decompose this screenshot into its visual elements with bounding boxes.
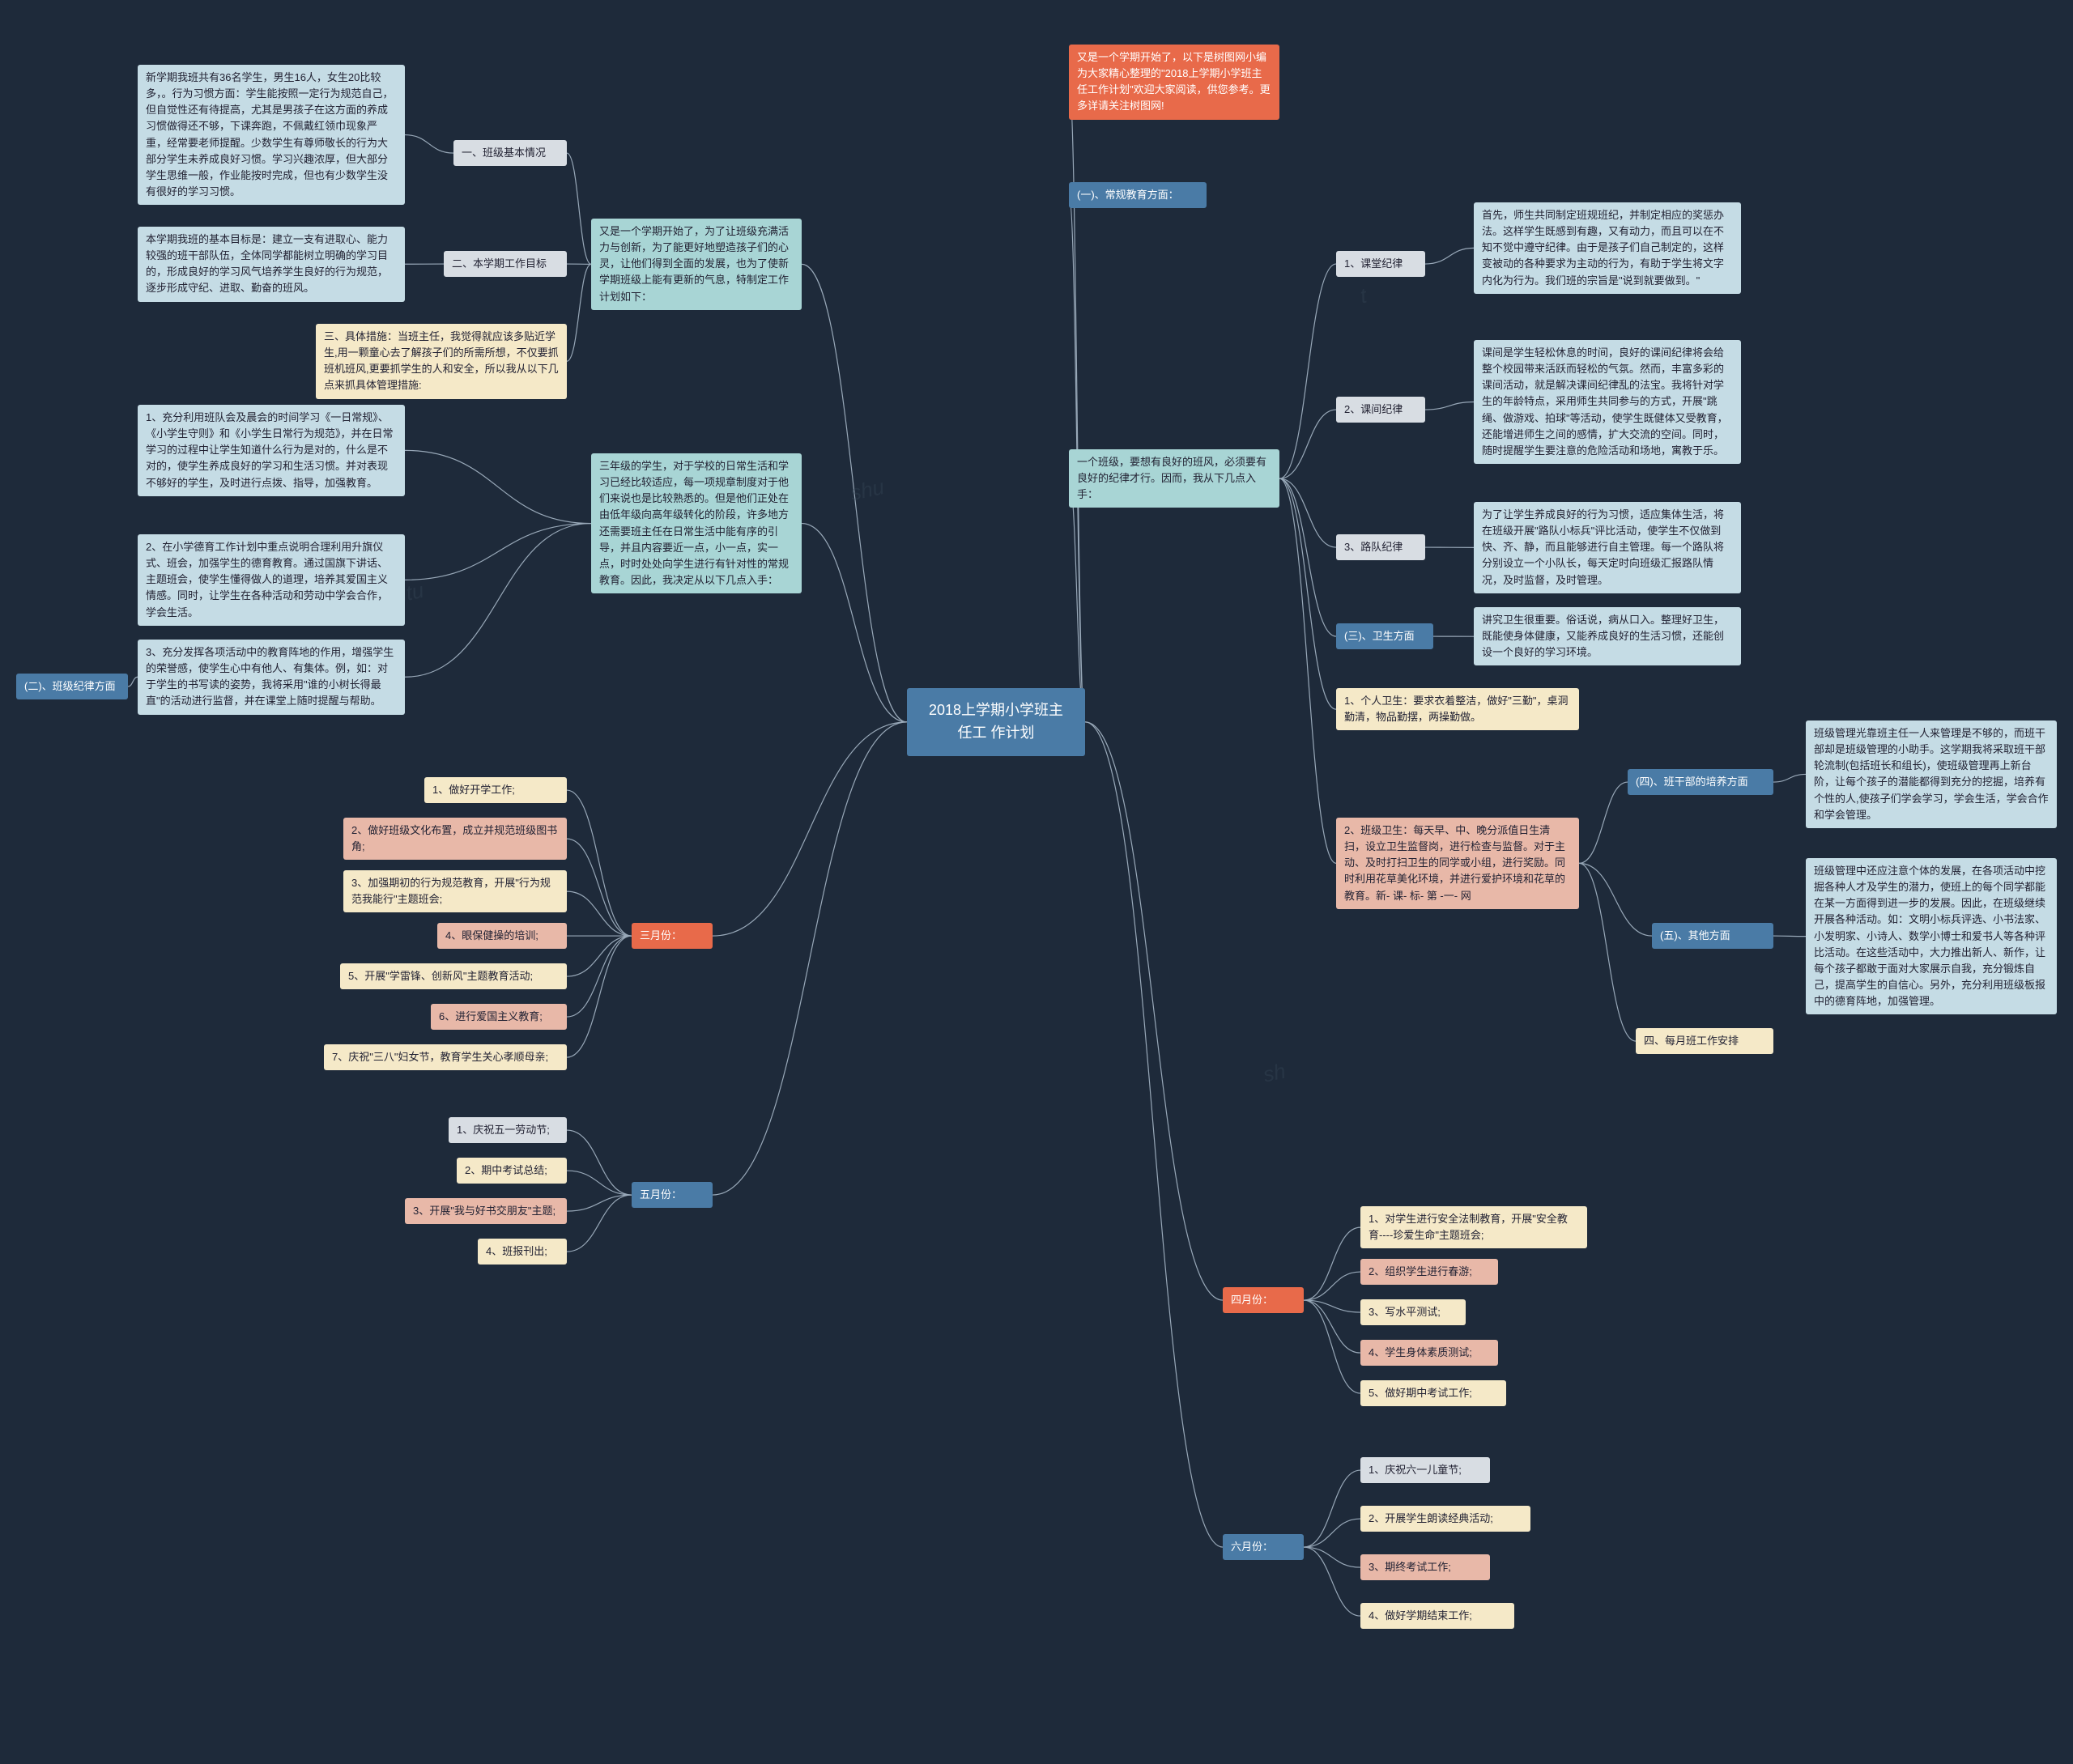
s3: 三、具体措施：当班主任，我觉得就应该多贴近学生,用一颗童心去了解孩子们的所需所想… (316, 324, 567, 399)
g3a-item: 3、充分发挥各项活动中的教育阵地的作用，增强学生的荣誉感，使学生心中有他人、有集… (138, 640, 405, 715)
rD-title: (四)、班干部的培养方面 (1628, 769, 1773, 795)
banner: 又是一个学期开始了，以下是树图网小编为大家精心整理的"2018上学期小学班主任工… (1069, 45, 1279, 120)
may-item: 4、班报刊出; (478, 1239, 567, 1265)
g3a: 三年级的学生，对于学校的日常生活和学习已经比较适应，每一项规章制度对于他们来说也… (591, 453, 802, 593)
mar-item: 6、进行爱国主义教育; (431, 1004, 567, 1030)
rB-item-label: 1、课堂纪律 (1336, 251, 1425, 277)
jun-item: 2、开展学生朗读经典活动; (1360, 1506, 1530, 1532)
rB-title: 一个班级，要想有良好的班风，必须要有良好的纪律才行。因而，我从下几点入手： (1069, 449, 1279, 508)
jun-item: 1、庆祝六一儿童节; (1360, 1457, 1490, 1483)
rA: (一)、常规教育方面： (1069, 182, 1207, 208)
apr-item: 5、做好期中考试工作; (1360, 1380, 1506, 1406)
may-item: 3、开展"我与好书交朋友"主题; (405, 1198, 567, 1224)
rE-body: 班级管理中还应注意个体的发展，在各项活动中挖掘各种人才及学生的潜力，使班上的每个… (1806, 858, 2057, 1014)
apr-title: 四月份： (1223, 1287, 1304, 1313)
apr-item: 1、对学生进行安全法制教育，开展"安全教育----珍爱生命"主题班会; (1360, 1206, 1587, 1248)
jun-item: 4、做好学期结束工作; (1360, 1603, 1514, 1629)
may-item: 2、期中考试总结; (457, 1158, 567, 1184)
wm3: sh (1261, 1058, 1288, 1087)
rB-item-label: 3、路队纪律 (1336, 534, 1425, 560)
rC-title: (三)、卫生方面 (1336, 623, 1433, 649)
g3a-item: 1、充分利用班队会及晨会的时间学习《一日常规》、《小学生守则》和《小学生日常行为… (138, 405, 405, 496)
s2-body: 本学期我班的基本目标是：建立一支有进取心、能力较强的班干部队伍，全体同学都能树立… (138, 227, 405, 302)
mar-item: 7、庆祝"三八"妇女节，教育学生关心孝顺母亲; (324, 1044, 567, 1070)
wm2: shu (848, 474, 886, 506)
s1-body: 新学期我班共有36名学生，男生16人，女生20比较多，。行为习惯方面：学生能按照… (138, 65, 405, 205)
mar-title: 三月份： (632, 923, 713, 949)
rD-body: 班级管理光靠班主任一人来管理是不够的，而班干部却是班级管理的小助手。这学期我将采… (1806, 720, 2057, 828)
mar-item: 3、加强期初的行为规范教育，开展"行为规范我能行"主题班会; (343, 870, 567, 912)
s1-title: 一、班级基本情况 (453, 140, 567, 166)
rB-item-body: 首先，师生共同制定班规班纪，并制定相应的奖惩办法。这样学生既感到有趣，又有动力，… (1474, 202, 1741, 294)
rB-item-body: 为了让学生养成良好的行为习惯，适应集体生活，将在班级开展"路队小标兵"评比活动，… (1474, 502, 1741, 593)
rC-item: 1、个人卫生：要求衣着整洁，做好"三勤"，桌洞勤清，物品勤摆，两操勤做。 (1336, 688, 1579, 730)
rC-item: 2、班级卫生：每天早、中、晚分派值日生清扫，设立卫生监督岗，进行检查与监督。对于… (1336, 818, 1579, 909)
apr-item: 2、组织学生进行春游; (1360, 1259, 1498, 1285)
mar-item: 1、做好开学工作; (424, 777, 567, 803)
may-item: 1、庆祝五一劳动节; (449, 1117, 567, 1143)
rB-item-label: 2、课间纪律 (1336, 397, 1425, 423)
may-title: 五月份： (632, 1182, 713, 1208)
rC-body: 讲究卫生很重要。俗话说，病从口入。整理好卫生，既能使身体健康，又能养成良好的生活… (1474, 607, 1741, 665)
wm4: t (1358, 283, 1369, 309)
left-intro: 又是一个学期开始了，为了让班级充满活力与创新，为了能更好地塑造孩子们的心灵，让他… (591, 219, 802, 310)
s2-title: 二、本学期工作目标 (444, 251, 567, 277)
mar-item: 4、眼保健操的培训; (437, 923, 567, 949)
g3a-item: 2、在小学德育工作计划中重点说明合理利用升旗仪式、班会，加强学生的德育教育。通过… (138, 534, 405, 626)
rE-title: (五)、其他方面 (1652, 923, 1773, 949)
mar-item: 2、做好班级文化布置，成立并规范班级图书角; (343, 818, 567, 860)
rB-item-body: 课间是学生轻松休息的时间，良好的课间纪律将会给整个校园带来活跃而轻松的气氛。然而… (1474, 340, 1741, 464)
rF: 四、每月班工作安排 (1636, 1028, 1773, 1054)
root: 2018上学期小学班主任工 作计划 (907, 688, 1085, 756)
g3b: (二)、班级纪律方面 (16, 674, 128, 699)
jun-title: 六月份： (1223, 1534, 1304, 1560)
jun-item: 3、期终考试工作; (1360, 1554, 1490, 1580)
mar-item: 5、开展"学雷锋、创新风"主题教育活动; (340, 963, 567, 989)
apr-item: 3、写水平测试; (1360, 1299, 1466, 1325)
apr-item: 4、学生身体素质测试; (1360, 1340, 1498, 1366)
